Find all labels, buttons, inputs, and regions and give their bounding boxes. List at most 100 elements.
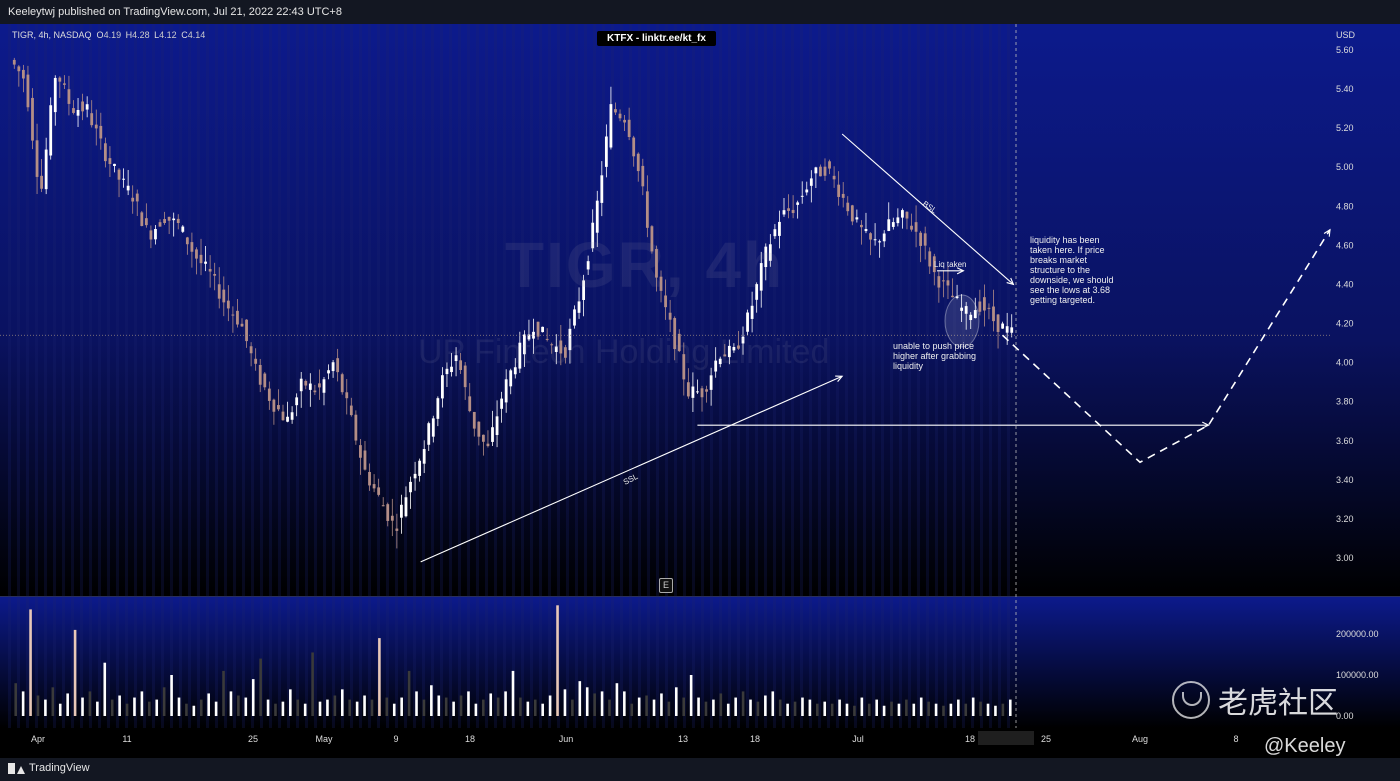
symbol-label[interactable]: TIGR, 4h, NASDAQ [12, 30, 92, 40]
candle-body [573, 309, 576, 326]
time-tick-8: 18 [750, 734, 760, 744]
time-tick-12: Aug [1132, 734, 1148, 744]
candle-body [459, 360, 463, 370]
price-tick-3: 5.00 [1336, 162, 1354, 172]
community-watermark: 老虎社区 [1172, 678, 1338, 722]
stripe [809, 24, 812, 728]
volume-bar [637, 697, 641, 716]
volume-bar [452, 701, 455, 716]
projection-path[interactable] [1002, 229, 1331, 464]
candle-body [318, 383, 321, 388]
candle-body [185, 237, 189, 245]
candle-body [627, 119, 631, 137]
volume-bar [51, 687, 55, 716]
stripe [773, 24, 776, 728]
liq-taken-label[interactable]: Liq taken [934, 260, 967, 269]
stripe [737, 24, 740, 728]
volume-bar [66, 693, 69, 716]
candle-body [951, 295, 954, 298]
stripe [674, 24, 677, 728]
candle-body [632, 137, 636, 157]
candle-body [973, 310, 977, 319]
candle-body [837, 184, 841, 197]
volume-bar [58, 703, 62, 716]
price-tick-12: 3.20 [1336, 514, 1354, 524]
candle-body [814, 167, 818, 174]
stripe [890, 24, 893, 728]
time-tick-11: 25 [1041, 734, 1051, 744]
time-tick-13: 8 [1233, 734, 1238, 744]
volume-bar [571, 699, 574, 716]
candle-body [623, 119, 626, 123]
volume-bar [303, 703, 307, 716]
volume-bar [459, 695, 463, 716]
volume-bar [385, 697, 389, 716]
stripe [197, 24, 200, 728]
candle-body [308, 383, 312, 390]
candle-body [677, 333, 681, 352]
candle-body [195, 249, 198, 259]
candle-body [636, 153, 640, 172]
stripe [638, 24, 641, 728]
stripe [476, 24, 479, 728]
candle-body [887, 219, 891, 231]
stripe [89, 24, 92, 728]
bottom-bar [0, 758, 1400, 781]
candle-body [682, 354, 686, 380]
volume-bar [786, 703, 789, 716]
candle-body [864, 229, 868, 232]
candle-body [955, 296, 959, 298]
stripe [359, 24, 362, 728]
candle-body [905, 211, 909, 219]
volume-bar [496, 697, 500, 716]
stripe [287, 24, 290, 728]
stripe [665, 24, 668, 728]
projection-arrowhead [1323, 228, 1331, 237]
candle-body [354, 414, 358, 441]
volume-bar [511, 670, 515, 716]
candle-body [559, 340, 563, 354]
liquidity-highlight[interactable] [944, 294, 980, 348]
volume-bar [21, 691, 25, 716]
volume-bar [801, 697, 804, 716]
candle-body [249, 346, 253, 354]
liquidity-note[interactable]: liquidity has been taken here. If price … [1030, 235, 1114, 305]
volume-bar [845, 703, 849, 716]
candle-body [791, 209, 795, 214]
candle-body [550, 344, 554, 346]
candle-body [805, 189, 809, 193]
volume-bar [533, 699, 537, 716]
candle-body [946, 280, 950, 286]
candle-body [532, 331, 535, 339]
volume-bar [578, 681, 582, 716]
volume-bar [192, 705, 196, 716]
volume-bar [489, 693, 493, 716]
trend-line-1[interactable] [841, 133, 1014, 285]
stripe [863, 24, 866, 728]
tradingview-logo[interactable]: TradingView [8, 762, 90, 774]
earnings-marker[interactable]: E [659, 578, 673, 593]
candle-body [541, 326, 545, 333]
candle-body [31, 97, 34, 141]
volume-bar [259, 658, 262, 716]
tiger-icon [1172, 681, 1210, 719]
stripe [800, 24, 803, 728]
candle-body [673, 318, 677, 350]
trend-line-0-arrowhead [835, 375, 844, 382]
volume-bar [942, 705, 945, 716]
candle-body [363, 450, 367, 470]
trend-line-0[interactable] [420, 375, 843, 563]
volume-bar [29, 609, 32, 716]
stripe [206, 24, 209, 728]
unable-note[interactable]: unable to push price higher after grabbi… [893, 341, 977, 371]
candle-body [295, 397, 299, 406]
stripe [791, 24, 794, 728]
volume-bar [474, 703, 478, 716]
candle-body [600, 175, 604, 203]
stripe [611, 24, 614, 728]
volume-bar [266, 699, 270, 716]
stripe [557, 24, 560, 728]
candle-body [709, 375, 713, 390]
candle-body [299, 378, 303, 392]
